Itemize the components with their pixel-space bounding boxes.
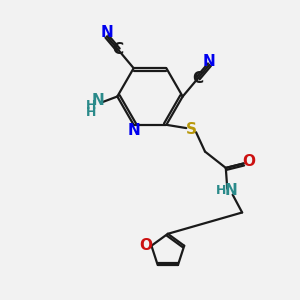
Text: H: H (86, 99, 97, 112)
Text: N: N (127, 123, 140, 138)
Text: O: O (242, 154, 256, 169)
Text: S: S (186, 122, 197, 137)
Text: O: O (140, 238, 153, 253)
Text: N: N (100, 25, 113, 40)
Text: H: H (86, 106, 97, 119)
Text: H: H (216, 184, 226, 197)
Text: N: N (92, 94, 104, 109)
Text: C: C (193, 70, 204, 86)
Text: N: N (224, 183, 237, 198)
Text: N: N (203, 54, 216, 69)
Text: C: C (112, 42, 124, 57)
